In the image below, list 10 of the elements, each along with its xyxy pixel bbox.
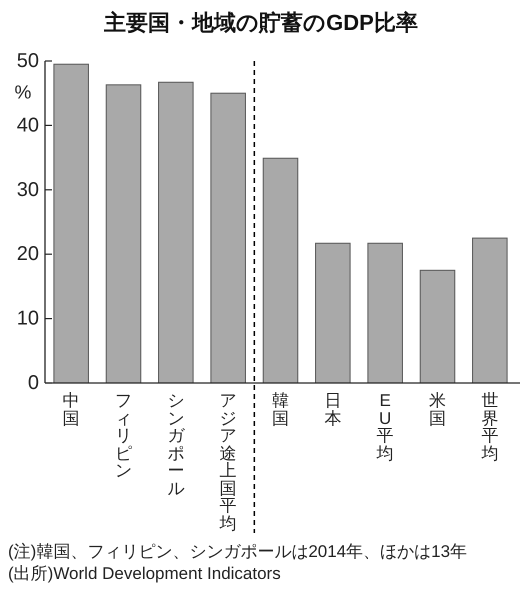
y-tick-label: 30 (16, 178, 39, 201)
y-tick-label: 40 (16, 114, 39, 136)
y-tick-label: 20 (16, 243, 39, 266)
text: (出所)World Development Indicators (8, 563, 281, 585)
y-axis-title: % (14, 82, 32, 104)
y-tick-label: 50 (16, 50, 39, 72)
text: (注)韓国、フィリピン、シンガポールは2014年、ほかは13年 (8, 541, 468, 563)
y-tick-label: 0 (28, 372, 39, 394)
chart-title: 主要国・地域の貯蓄のGDP比率 (103, 10, 418, 35)
y-tick-label: 10 (16, 308, 39, 330)
